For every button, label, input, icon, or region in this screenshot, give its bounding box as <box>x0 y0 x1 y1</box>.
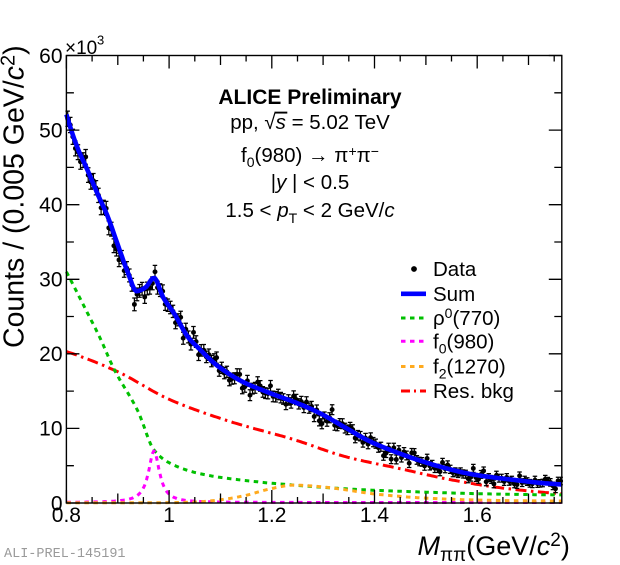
svg-text:ALICE Preliminary: ALICE Preliminary <box>218 86 402 109</box>
svg-text:10: 10 <box>39 418 62 441</box>
svg-text:Res. bkg: Res. bkg <box>433 380 514 403</box>
svg-text:3: 3 <box>97 33 104 48</box>
svg-text:1.5 < pT < 2 GeV/c: 1.5 < pT < 2 GeV/c <box>225 199 395 226</box>
svg-text:1.2: 1.2 <box>257 504 286 527</box>
svg-text:ρ0(770): ρ0(770) <box>433 305 500 330</box>
svg-text:pp, √s = 5.02 TeV: pp, √s = 5.02 TeV <box>230 111 390 134</box>
svg-text:1.4: 1.4 <box>360 504 390 527</box>
svg-text:0.8: 0.8 <box>52 504 81 527</box>
svg-text:20: 20 <box>39 343 62 366</box>
svg-text:1.6: 1.6 <box>463 504 492 527</box>
svg-text:0: 0 <box>51 492 63 515</box>
svg-text:Counts / (0.005 GeV/c2): Counts / (0.005 GeV/c2) <box>0 45 31 348</box>
svg-text:Sum: Sum <box>433 283 475 306</box>
svg-text:×10: ×10 <box>65 38 97 59</box>
svg-text:30: 30 <box>39 269 62 292</box>
svg-text:ALI-PREL-145191: ALI-PREL-145191 <box>4 547 126 562</box>
svg-text:f0(980): f0(980) <box>433 330 494 356</box>
svg-text:Data: Data <box>433 258 477 281</box>
svg-text:Mππ(GeV/c2): Mππ(GeV/c2) <box>418 530 570 565</box>
svg-text:50: 50 <box>39 119 62 142</box>
svg-text:60: 60 <box>39 45 62 68</box>
svg-text:f0(980) → π+π−: f0(980) → π+π− <box>241 143 379 170</box>
svg-text:1: 1 <box>163 504 175 527</box>
svg-text:40: 40 <box>39 194 62 217</box>
svg-text:|y | < 0.5: |y | < 0.5 <box>271 171 349 194</box>
